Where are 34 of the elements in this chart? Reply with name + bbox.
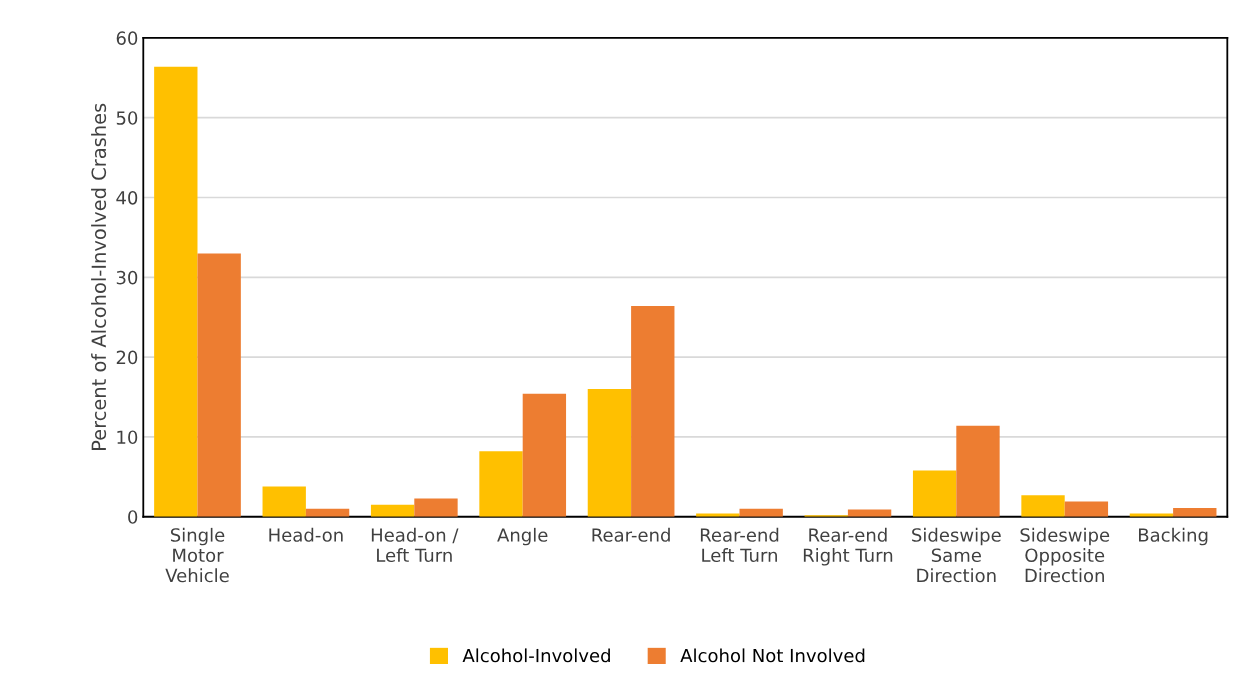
bar: [956, 425, 1000, 517]
x-tick-label: Sideswipe Same Direction: [912, 527, 1001, 583]
y-tick-label: 0: [128, 510, 138, 524]
bar: [631, 306, 675, 517]
bar: [370, 504, 415, 517]
x-tick-label: Head-on / Left Turn: [371, 527, 459, 563]
bar: [154, 66, 198, 517]
x-tick-label: Backing: [1139, 527, 1208, 546]
bar: [522, 393, 567, 517]
y-tick-label: 10: [117, 430, 138, 445]
x-tick-label: Rear-end Left Turn: [700, 527, 779, 563]
y-tick-label: 30: [116, 270, 138, 285]
bar: [479, 451, 523, 517]
bar: [912, 470, 957, 517]
bar: [262, 486, 306, 517]
x-tick-label: Sideswipe Opposite Direction: [1020, 527, 1110, 583]
x-tick-label: Angle: [497, 527, 548, 546]
y-tick-label: 40: [116, 190, 138, 205]
x-tick-label: Single Motor Vehicle: [165, 527, 229, 583]
bar: [197, 253, 241, 517]
bar: [587, 389, 632, 517]
bar: [1064, 501, 1109, 517]
y-axis-title: Percent of Alcohol-Involved Crashes: [91, 103, 107, 450]
legend-label: Alcohol-Involved: [462, 648, 610, 663]
bar: [414, 498, 458, 517]
bar: [1021, 495, 1065, 517]
legend-label: Alcohol Not Involved: [680, 648, 865, 663]
y-tick-label: 50: [116, 111, 138, 125]
bar: [1173, 507, 1217, 517]
x-tick-label: Rear-end Right Turn: [803, 527, 893, 566]
y-tick-label: 60: [116, 31, 138, 46]
x-tick-label: Rear-end: [592, 527, 670, 542]
x-tick-label: Head-on: [269, 527, 343, 542]
y-tick-label: 20: [116, 350, 138, 365]
